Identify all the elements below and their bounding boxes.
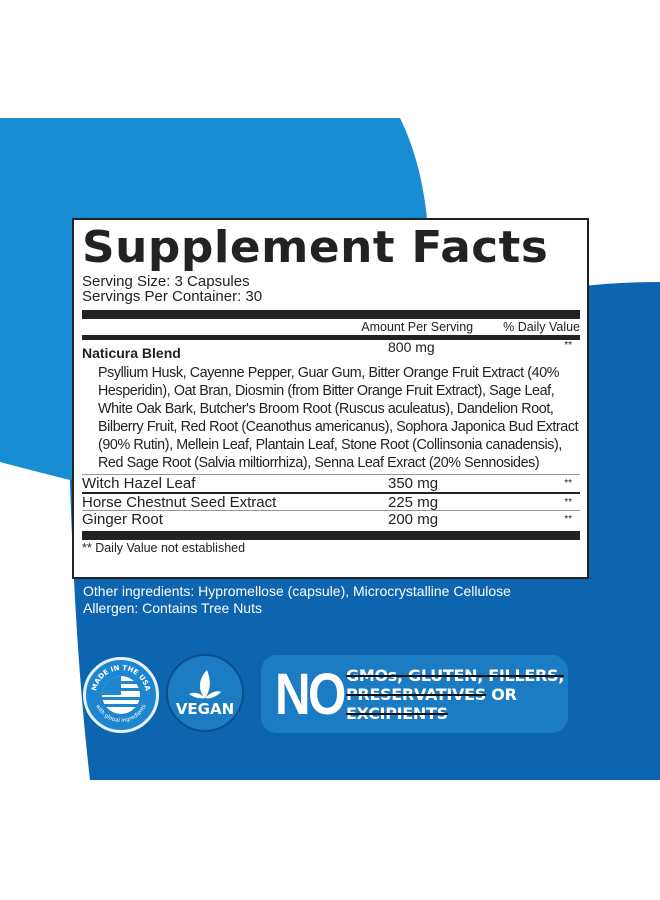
item-dv: ** (564, 514, 572, 525)
column-header: Amount Per Serving % Daily Value (82, 319, 580, 335)
table-row: Ginger Root 200 mg ** (82, 510, 580, 528)
no-line3: EXCIPIENTS (346, 703, 448, 723)
leaf-icon (189, 670, 221, 699)
item-amount: 200 mg (388, 511, 439, 528)
item-dv: ** (564, 497, 572, 508)
no-line2: PRESERVATIVES (346, 684, 486, 704)
allergen: Allergen: Contains Tree Nuts (83, 600, 262, 616)
footnote: ** Daily Value not established (82, 541, 246, 555)
divider-thick (82, 310, 580, 319)
usa-flag-icon: MADE IN THE USA with global ingredients (90, 664, 152, 724)
item-name: Horse Chestnut Seed Extract (82, 494, 277, 511)
amount-header: Amount Per Serving (361, 320, 474, 334)
item-name: Ginger Root (82, 511, 163, 528)
item-dv: ** (564, 478, 572, 489)
no-word: NO (275, 661, 346, 727)
vegan-badge: VEGAN (166, 654, 244, 732)
blend-amount: 800 mg (388, 339, 435, 355)
blend-dv: ** (564, 340, 572, 351)
supplement-facts-panel: Supplement Facts Serving Size: 3 Capsule… (72, 218, 589, 579)
blend-name: Naticura Blend (82, 345, 181, 361)
vegan-label: VEGAN (175, 700, 235, 718)
no-additives-badge: NO GMOs, GLUTEN, FILLERS, PRESERVATIVES … (261, 655, 568, 733)
divider (82, 335, 580, 340)
no-line1: GMOs, GLUTEN, FILLERS, (346, 665, 564, 685)
no-line2-or: OR (486, 684, 517, 704)
other-ingredients: Other ingredients: Hypromellose (capsule… (83, 583, 511, 599)
panel-title: Supplement Facts (82, 222, 549, 273)
item-amount: 225 mg (388, 494, 439, 511)
table-row: Horse Chestnut Seed Extract 225 mg ** (82, 492, 580, 511)
other-info: Other ingredients: Hypromellose (capsule… (83, 583, 511, 617)
servings-per-container: Servings Per Container: 30 (82, 288, 263, 305)
no-list: GMOs, GLUTEN, FILLERS, PRESERVATIVES OR … (346, 666, 564, 723)
item-amount: 350 mg (388, 475, 439, 492)
dv-header: % Daily Value (503, 320, 580, 334)
blend-ingredients: Psyllium Husk, Cayenne Pepper, Guar Gum,… (98, 365, 579, 471)
table-row: Witch Hazel Leaf 350 mg ** (82, 474, 580, 492)
made-in-usa-badge: MADE IN THE USA with global ingredients (83, 657, 159, 733)
divider-thick (82, 531, 580, 540)
serving-size: Serving Size: 3 Capsules (82, 273, 250, 290)
item-name: Witch Hazel Leaf (82, 475, 196, 492)
blend-row: Naticura Blend 800 mg ** (82, 339, 580, 361)
